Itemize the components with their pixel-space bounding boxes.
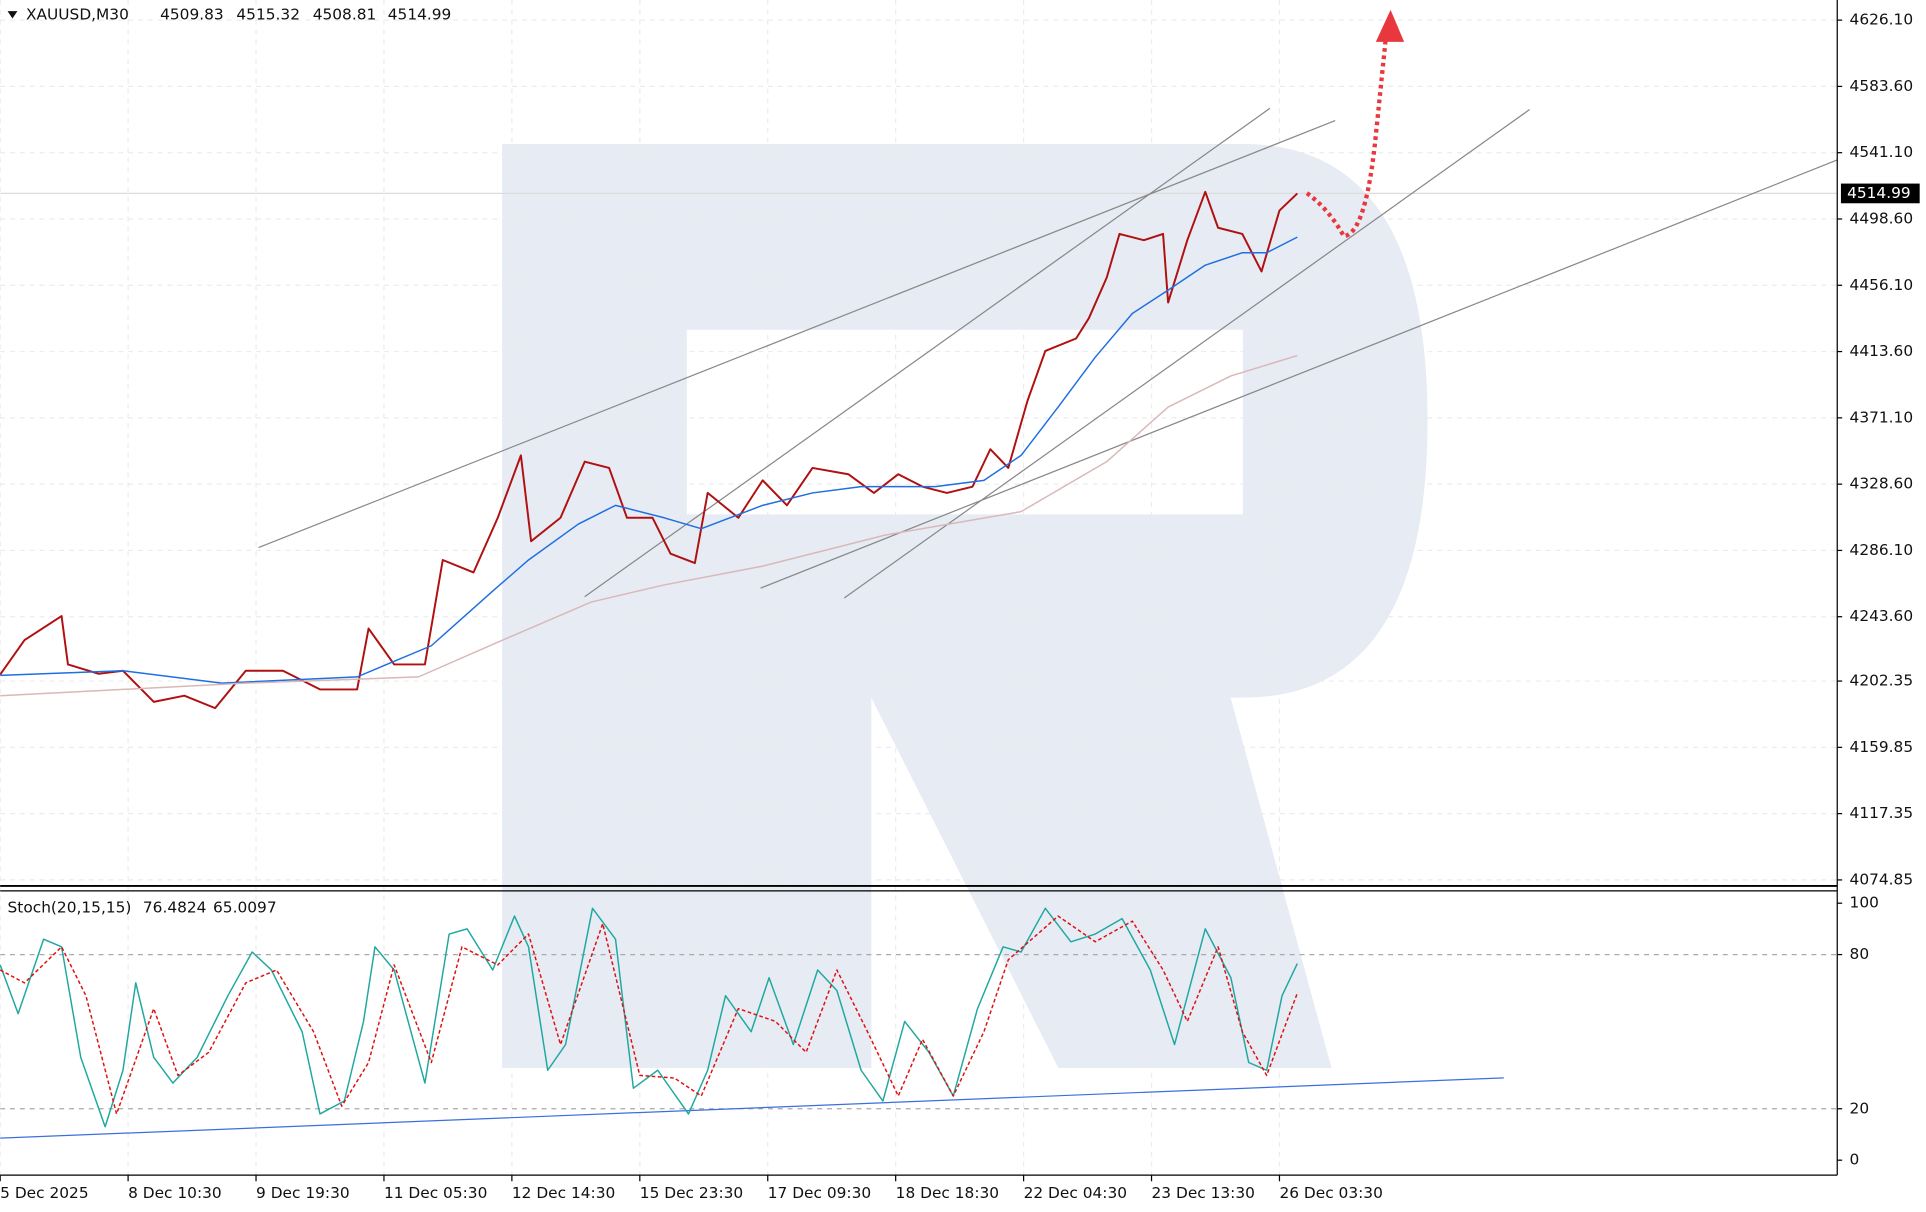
series-line: [0, 354, 1298, 697]
x-tick-label: 15 Dec 23:30: [640, 1184, 743, 1202]
y-tick-label: 4202.35: [1850, 672, 1914, 690]
header: XAUUSD,M30 4509.83 4515.32 4508.81 4514.…: [26, 5, 451, 23]
y-tick-label: 100: [1850, 894, 1879, 912]
y-tick-label: 4498.60: [1850, 209, 1914, 227]
y-tick-label: 4117.35: [1850, 804, 1914, 822]
series-line: [0, 236, 1298, 684]
y-tick-label: 4159.85: [1850, 738, 1914, 756]
channel-line: [258, 120, 1336, 549]
y-tick-label: 4583.60: [1850, 77, 1914, 95]
stoch-signal-reading: 65.0097: [213, 899, 277, 917]
channel-line: [843, 109, 1530, 599]
x-tick-label: 17 Dec 09:30: [768, 1184, 871, 1202]
indicator-name: Stoch(20,15,15): [8, 899, 132, 917]
watermark-r: [502, 143, 1428, 1069]
y-tick-label: 4541.10: [1850, 143, 1914, 161]
y-tick-label: 20: [1850, 1099, 1870, 1117]
x-tick-label: 8 Dec 10:30: [128, 1184, 222, 1202]
y-tick-label: 4074.85: [1850, 870, 1914, 888]
channel-line: [584, 107, 1271, 598]
x-tick-label: 23 Dec 13:30: [1152, 1184, 1255, 1202]
channel-line: [760, 159, 1838, 589]
x-tick-label: 22 Dec 04:30: [1024, 1184, 1127, 1202]
x-tick-label: 11 Dec 05:30: [384, 1184, 487, 1202]
y-tick-label: 4626.10: [1850, 11, 1914, 29]
trend-lines: [0, 107, 1838, 1139]
series: [0, 190, 1299, 1128]
watermark: [502, 143, 1428, 1069]
y-tick-label: 4243.60: [1850, 607, 1914, 625]
x-tick-label: 5 Dec 2025: [0, 1184, 88, 1202]
ohlc-low: 4508.81: [313, 5, 377, 23]
y-tick-label: 4371.10: [1850, 408, 1914, 426]
series-line: [0, 190, 1298, 710]
stoch-main-reading: 76.4824: [143, 899, 207, 917]
series-line: [0, 915, 1299, 1115]
forecast-arrow: [1305, 9, 1405, 239]
series-line: [0, 907, 1298, 1128]
last-price-label: 4514.99: [1847, 184, 1911, 202]
x-tick-label: 9 Dec 19:30: [256, 1184, 350, 1202]
x-tick-label: 18 Dec 18:30: [896, 1184, 999, 1202]
forecast-path: [1305, 39, 1388, 239]
ohlc-close: 4514.99: [388, 5, 452, 23]
forecast-arrowhead: [1375, 9, 1405, 42]
x-tick-label: 12 Dec 14:30: [512, 1184, 615, 1202]
y-tick-label: 0: [1850, 1151, 1860, 1169]
symbol: XAUUSD,M30: [26, 5, 129, 23]
y-tick-label: 80: [1850, 945, 1870, 963]
ohlc-open: 4509.83: [160, 5, 224, 23]
x-tick-label: 26 Dec 03:30: [1279, 1184, 1382, 1202]
y-tick-label: 4328.60: [1850, 475, 1914, 493]
y-tick-label: 4286.10: [1850, 541, 1914, 559]
ohlc-high: 4515.32: [236, 5, 300, 23]
last-price-tag: [1840, 183, 1920, 204]
stoch-header: Stoch(20,15,15) 76.4824 65.0097: [8, 899, 277, 917]
symbol-menu-icon[interactable]: [7, 11, 18, 19]
y-tick-label: 4413.60: [1850, 342, 1914, 360]
stoch-trend-line: [0, 1077, 1504, 1139]
y-tick-label: 4456.10: [1850, 276, 1914, 294]
watermark-leg: [871, 697, 1332, 1069]
